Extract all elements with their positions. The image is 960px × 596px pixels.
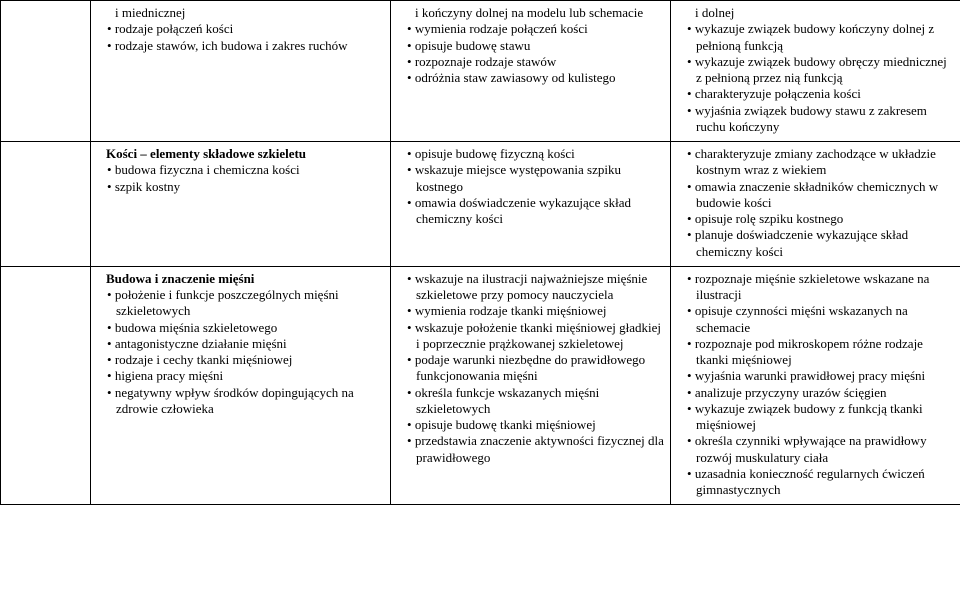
list-item: charakteryzuje połączenia kości bbox=[687, 86, 954, 102]
list-item: budowa fizyczna i chemiczna kości bbox=[107, 162, 384, 178]
col-extended: rozpoznaje mięśnie szkieletowe wskazane … bbox=[671, 266, 960, 505]
list-item: opisuje rolę szpiku kostnego bbox=[687, 211, 954, 227]
list-item: wyjaśnia związek budowy stawu z zakresem… bbox=[687, 103, 954, 136]
list-item: wskazuje położenie tkanki mięśniowej gła… bbox=[407, 320, 664, 353]
list-item: wyjaśnia warunki prawidłowej pracy mięśn… bbox=[687, 368, 954, 384]
list-item: analizuje przyczyny urazów ścięgien bbox=[687, 385, 954, 401]
list-item: opisuje budowę tkanki mięśniowej bbox=[407, 417, 664, 433]
list-item: rodzaje stawów, ich budowa i zakres ruch… bbox=[107, 38, 384, 54]
list-item: przedstawia znaczenie aktywności fizyczn… bbox=[407, 433, 664, 466]
list-item: określa czynniki wpływające na prawidłow… bbox=[687, 433, 954, 466]
list-item: wskazuje miejsce występowania szpiku kos… bbox=[407, 162, 664, 195]
list-item: określa funkcje wskazanych mięśni szkiel… bbox=[407, 385, 664, 418]
list-item: rodzaje i cechy tkanki mięśniowej bbox=[107, 352, 384, 368]
list-item: szpik kostny bbox=[107, 179, 384, 195]
list-item: charakteryzuje zmiany zachodzące w układ… bbox=[687, 146, 954, 179]
list-item: podaje warunki niezbędne do prawidłowego… bbox=[407, 352, 664, 385]
col-topic: Kości – elementy składowe szkieletu budo… bbox=[91, 142, 391, 267]
list-item: wymienia rodzaje połączeń kości bbox=[407, 21, 664, 37]
list-item: wskazuje na ilustracji najważniejsze mię… bbox=[407, 271, 664, 304]
table-row: Budowa i znaczenie mięśni położenie i fu… bbox=[1, 266, 960, 505]
list-item: opisuje czynności mięśni wskazanych na s… bbox=[687, 303, 954, 336]
col-empty bbox=[1, 1, 91, 142]
list-item: wykazuje związek budowy z funkcją tkanki… bbox=[687, 401, 954, 434]
list-item: opisuje budowę fizyczną kości bbox=[407, 146, 664, 162]
list-item: odróżnia staw zawiasowy od kulistego bbox=[407, 70, 664, 86]
topic-title: Kości – elementy składowe szkieletu bbox=[106, 146, 306, 161]
col-empty bbox=[1, 142, 91, 267]
list-item: omawia doświadczenie wykazujące skład ch… bbox=[407, 195, 664, 228]
list-item: rozpoznaje pod mikroskopem różne rodzaje… bbox=[687, 336, 954, 369]
table-row: i miednicznej rodzaje połączeń kości rod… bbox=[1, 1, 960, 142]
list-item: rozpoznaje rodzaje stawów bbox=[407, 54, 664, 70]
list-item: antagonistyczne działanie mięśni bbox=[107, 336, 384, 352]
list-item: wykazuje związek budowy obręczy miednicz… bbox=[687, 54, 954, 87]
list-item: budowa mięśnia szkieletowego bbox=[107, 320, 384, 336]
list-item: planuje doświadczenie wykazujące skład c… bbox=[687, 227, 954, 260]
list-item: opisuje budowę stawu bbox=[407, 38, 664, 54]
curriculum-table: i miednicznej rodzaje połączeń kości rod… bbox=[0, 0, 960, 505]
list-item: wymienia rodzaje tkanki mięśniowej bbox=[407, 303, 664, 319]
col-basic: i kończyny dolnej na modelu lub schemaci… bbox=[391, 1, 671, 142]
col-extended: i dolnej wykazuje związek budowy kończyn… bbox=[671, 1, 960, 142]
list-item: negatywny wpływ środków dopingujących na… bbox=[107, 385, 384, 418]
list-item: rodzaje połączeń kości bbox=[107, 21, 384, 37]
col-empty bbox=[1, 266, 91, 505]
table-row: Kości – elementy składowe szkieletu budo… bbox=[1, 142, 960, 267]
list-item: wykazuje związek budowy kończyny dolnej … bbox=[687, 21, 954, 54]
continuation-text: i miednicznej bbox=[97, 5, 384, 21]
list-item: uzasadnia konieczność regularnych ćwicze… bbox=[687, 466, 954, 499]
col-topic: Budowa i znaczenie mięśni położenie i fu… bbox=[91, 266, 391, 505]
list-item: higiena pracy mięśni bbox=[107, 368, 384, 384]
col-basic: wskazuje na ilustracji najważniejsze mię… bbox=[391, 266, 671, 505]
continuation-text: i kończyny dolnej na modelu lub schemaci… bbox=[397, 5, 664, 21]
col-extended: charakteryzuje zmiany zachodzące w układ… bbox=[671, 142, 960, 267]
topic-title: Budowa i znaczenie mięśni bbox=[106, 271, 254, 286]
list-item: położenie i funkcje poszczególnych mięśn… bbox=[107, 287, 384, 320]
continuation-text: i dolnej bbox=[677, 5, 954, 21]
list-item: rozpoznaje mięśnie szkieletowe wskazane … bbox=[687, 271, 954, 304]
list-item: omawia znaczenie składników chemicznych … bbox=[687, 179, 954, 212]
col-basic: opisuje budowę fizyczną kości wskazuje m… bbox=[391, 142, 671, 267]
col-topic: i miednicznej rodzaje połączeń kości rod… bbox=[91, 1, 391, 142]
